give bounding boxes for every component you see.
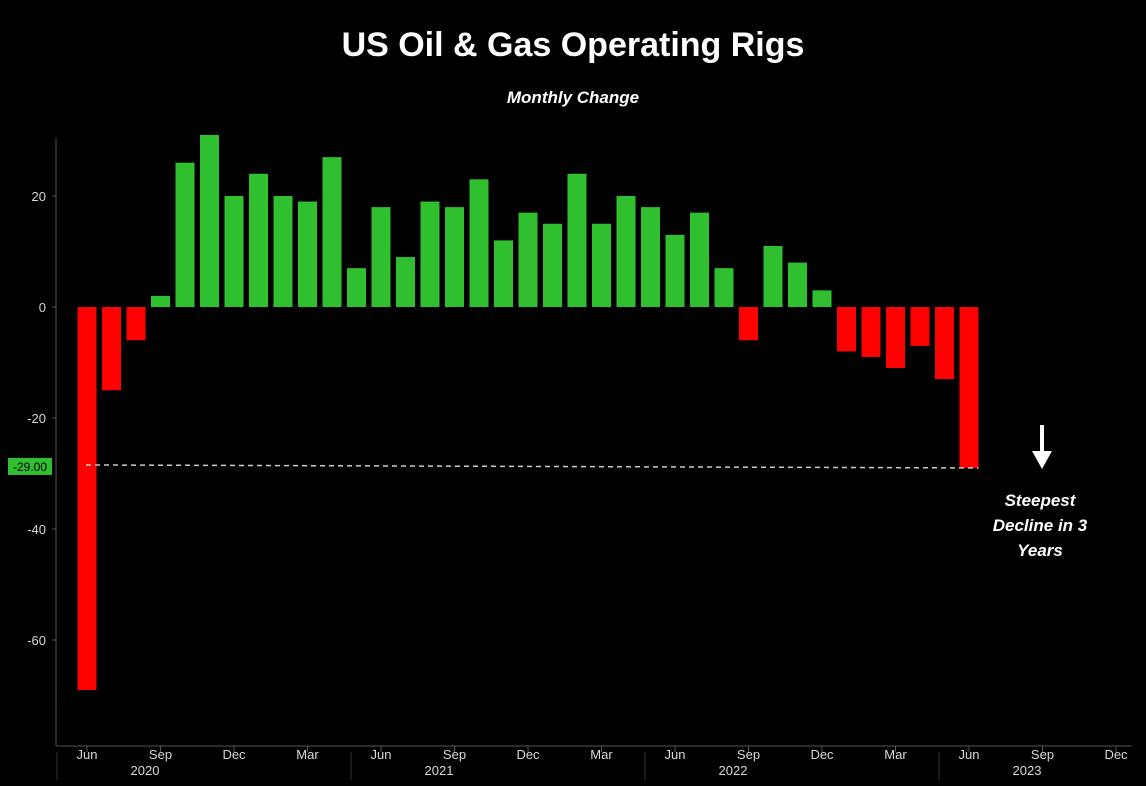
chart-subtitle: Monthly Change (506, 88, 640, 107)
bar (102, 307, 121, 391)
x-tick-label: Mar (884, 747, 907, 762)
bar (298, 201, 317, 307)
annotation-text: Steepest Decline in 3 Years (970, 488, 1110, 563)
bar (420, 201, 440, 307)
x-tick-label: Mar (296, 747, 319, 762)
x-tick-label: Jun (959, 747, 980, 762)
annotation-line-3: Years (1017, 541, 1063, 560)
bar (469, 179, 489, 307)
bar (616, 196, 636, 307)
reference-label-box (8, 457, 52, 475)
x-tick-label: Sep (443, 747, 466, 762)
bar (347, 268, 366, 307)
bar (151, 295, 170, 307)
chart-title: US Oil & Gas Operating Rigs (341, 26, 805, 64)
bar (77, 307, 97, 690)
bar (396, 257, 415, 307)
bar (714, 268, 734, 307)
bar (690, 212, 709, 307)
x-year-label: 2021 (425, 763, 454, 778)
annotation-line-1: Steepest (1004, 491, 1076, 510)
bar (641, 207, 660, 307)
y-tick-label: -40 (27, 522, 46, 537)
bar (861, 307, 881, 357)
bar (739, 307, 758, 341)
bar (518, 212, 538, 307)
bar (543, 223, 562, 307)
x-tick-label: Dec (516, 747, 540, 762)
y-tick-label: 20 (32, 189, 46, 204)
x-tick-label: Mar (590, 747, 613, 762)
arrow-down-icon (1032, 425, 1052, 469)
bar (886, 307, 905, 369)
bar (788, 262, 807, 307)
bar (665, 234, 685, 307)
bar (567, 173, 587, 307)
x-tick-label: Dec (1104, 747, 1128, 762)
x-tick-label: Dec (810, 747, 834, 762)
x-tick-label: Sep (1031, 747, 1054, 762)
x-year-label: 2022 (719, 763, 748, 778)
bar (273, 196, 293, 307)
bar (763, 245, 783, 307)
bar (445, 207, 464, 307)
x-tick-label: Dec (222, 747, 246, 762)
bar (592, 223, 611, 307)
reference-line (85, 464, 979, 469)
bar (249, 173, 268, 307)
reference-label: -29.00 (13, 460, 47, 474)
x-tick-label: Jun (371, 747, 392, 762)
bar (910, 307, 930, 346)
bar (494, 240, 513, 307)
bar (126, 307, 146, 341)
annotation-line-2: Decline in 3 (992, 516, 1088, 535)
bar (322, 157, 342, 307)
x-tick-label: Sep (737, 747, 760, 762)
y-tick-label: 0 (39, 300, 46, 315)
x-tick-label: Jun (77, 747, 98, 762)
bar (959, 307, 979, 468)
bar (812, 290, 832, 307)
bar (935, 307, 954, 380)
y-tick-label: -20 (27, 411, 46, 426)
x-tick-label: Sep (149, 747, 172, 762)
y-tick-label: -60 (27, 633, 46, 648)
bar (837, 307, 856, 352)
x-year-label: 2020 (131, 763, 160, 778)
bar (200, 134, 219, 307)
x-tick-label: Jun (665, 747, 686, 762)
bar (224, 196, 244, 307)
x-year-label: 2023 (1013, 763, 1042, 778)
bar (371, 207, 391, 307)
bar (175, 162, 195, 307)
